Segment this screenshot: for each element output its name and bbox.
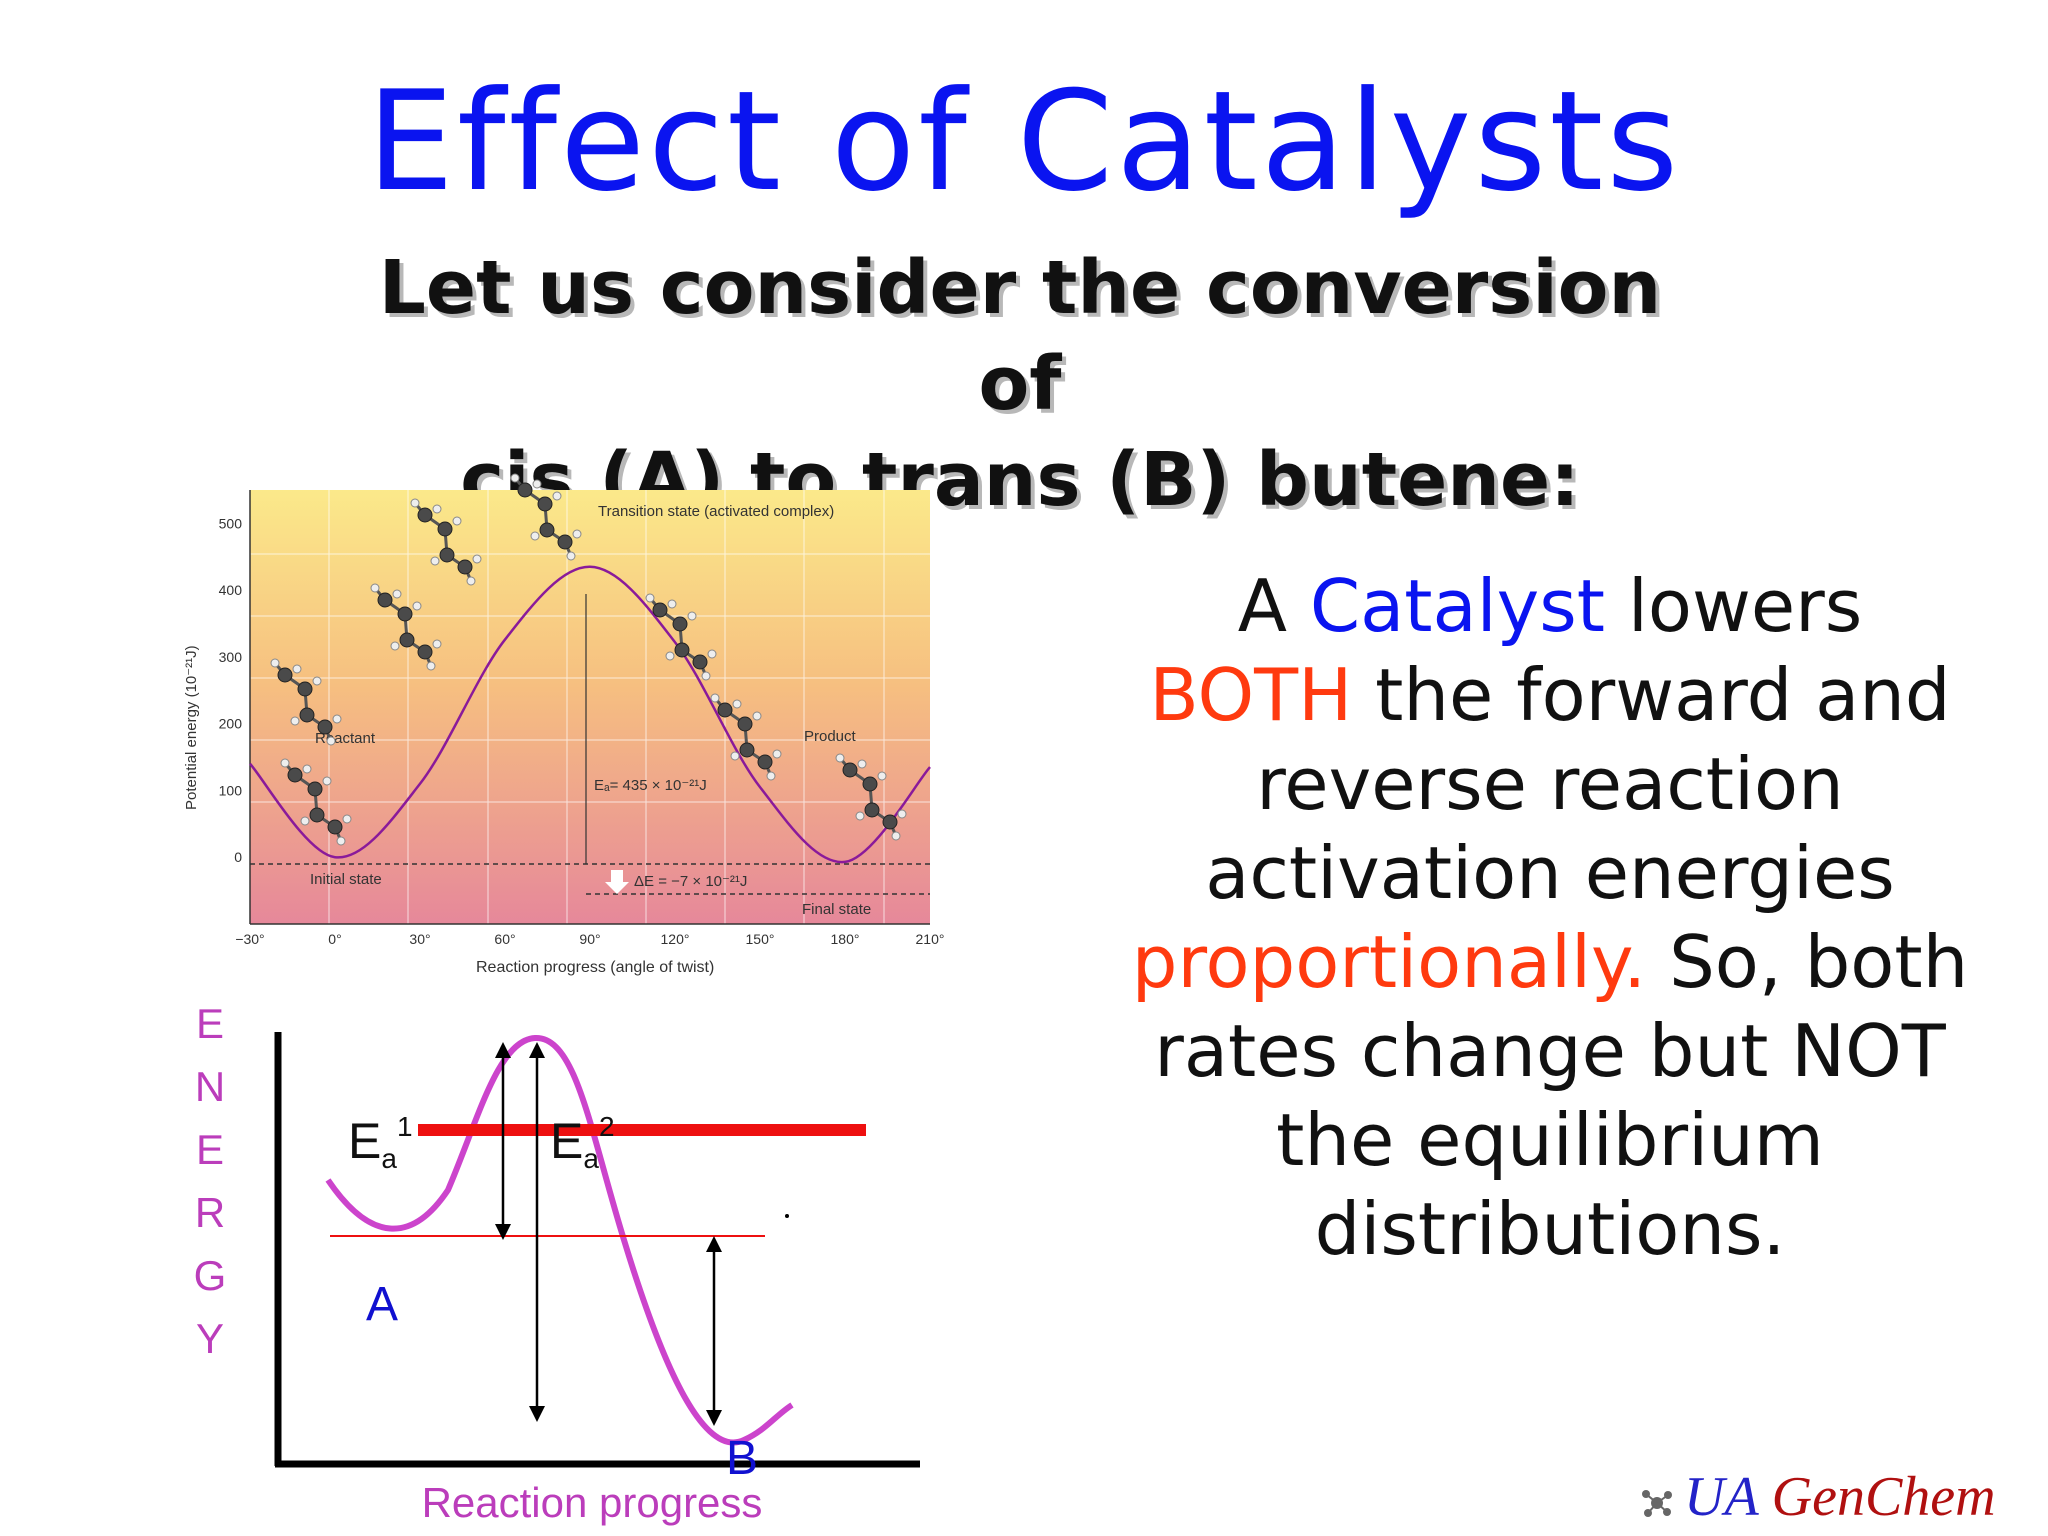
brand-logo: UA GenChem (1640, 1465, 1996, 1534)
molecule-icon (270, 658, 342, 746)
ea2-arrow (529, 1042, 545, 1422)
molecule-logo-icon (1640, 1470, 1674, 1534)
molecule-icon (510, 473, 582, 561)
x-axis-label: Reaction progress (angle of twist) (476, 959, 714, 976)
energy-axis-letter: Y (196, 1315, 224, 1362)
energy-curve (325, 1034, 794, 1446)
molecule-icon (370, 583, 442, 671)
x-tick-label: 150° (746, 931, 775, 947)
label-b: B (726, 1432, 758, 1485)
molecule-icon (280, 758, 352, 846)
reaction-progress-label: Reaction progress (422, 1479, 763, 1526)
product-label: Product (804, 728, 857, 745)
ea1-arrow (495, 1042, 511, 1240)
y-tick-label: 100 (219, 782, 243, 798)
ea-label: Eₐ= 435 × 10⁻²¹J (594, 777, 707, 794)
subtitle-line-1: Let us consider the conversion of (378, 245, 1662, 427)
x-tick-label: 210° (916, 931, 945, 947)
molecule-icon (645, 593, 717, 681)
x-tick-label: 30° (409, 931, 430, 947)
ea1-label: Ea1 (348, 1111, 413, 1174)
y-tick-label: 300 (219, 649, 243, 665)
text-forward-reverse: the forward and reverse reaction activat… (1205, 653, 1951, 915)
ea2-label: Ea2 (550, 1111, 615, 1174)
energy-axis-letter: E (196, 1126, 224, 1173)
transition-state-label: Transition state (activated complex) (598, 503, 834, 520)
proportionally-word: proportionally. (1131, 920, 1647, 1004)
y-tick-label: 200 (219, 716, 243, 732)
x-tick-label: 0° (328, 931, 341, 947)
de-arrow-icon (605, 870, 629, 894)
catalyst-explanation: A Catalyst lowers BOTH the forward and re… (1110, 562, 1990, 1274)
catalyst-word: Catalyst (1309, 564, 1605, 648)
reverse-arrow (706, 1236, 722, 1426)
y-tick-label: 0 (234, 849, 242, 865)
energy-axis-letter: N (195, 1063, 225, 1110)
x-tick-label: 120° (661, 931, 690, 947)
molecule-icon (410, 498, 482, 586)
both-word: BOTH (1149, 653, 1353, 737)
text-a: A (1237, 564, 1310, 648)
initial-state-label: Initial state (310, 871, 382, 888)
molecule-icon (835, 753, 907, 841)
brand-genchem: GenChem (1771, 1466, 1996, 1528)
y-tick-label: 500 (219, 515, 243, 531)
molecule-ball-stick-icon (270, 473, 907, 846)
text-conclusion: So, both rates change but NOT the equili… (1154, 920, 1969, 1271)
energy-curve (249, 565, 931, 864)
x-tick-label: −30° (235, 931, 264, 947)
dot (785, 1214, 789, 1218)
brand-ua: UA (1684, 1466, 1758, 1528)
label-a: A (366, 1278, 398, 1331)
slide-title: Effect of Catalysts (366, 61, 1682, 222)
y-axis-label: Potential energy (10⁻²¹J) (183, 645, 200, 810)
x-tick-label: 90° (579, 931, 600, 947)
delta-e-label: ΔE = −7 × 10⁻²¹J (634, 873, 747, 890)
y-tick-label: 400 (219, 582, 243, 598)
x-tick-label: 60° (494, 931, 515, 947)
molecule-icon (710, 693, 782, 781)
energy-axis-letter: G (194, 1252, 227, 1299)
energy-axis-letter: R (195, 1189, 225, 1236)
final-state-label: Final state (802, 901, 871, 918)
text-lowers: lowers (1605, 564, 1863, 648)
potential-energy-chart: 500 400 300 200 100 0 −30° 0° 30° 60° 90° 120° 150° 1… (183, 473, 945, 976)
energy-axis-letter: E (196, 1000, 224, 1047)
slide-subtitle: Let us consider the conversion of cis (A… (330, 240, 1710, 528)
x-tick-label: 180° (831, 931, 860, 947)
